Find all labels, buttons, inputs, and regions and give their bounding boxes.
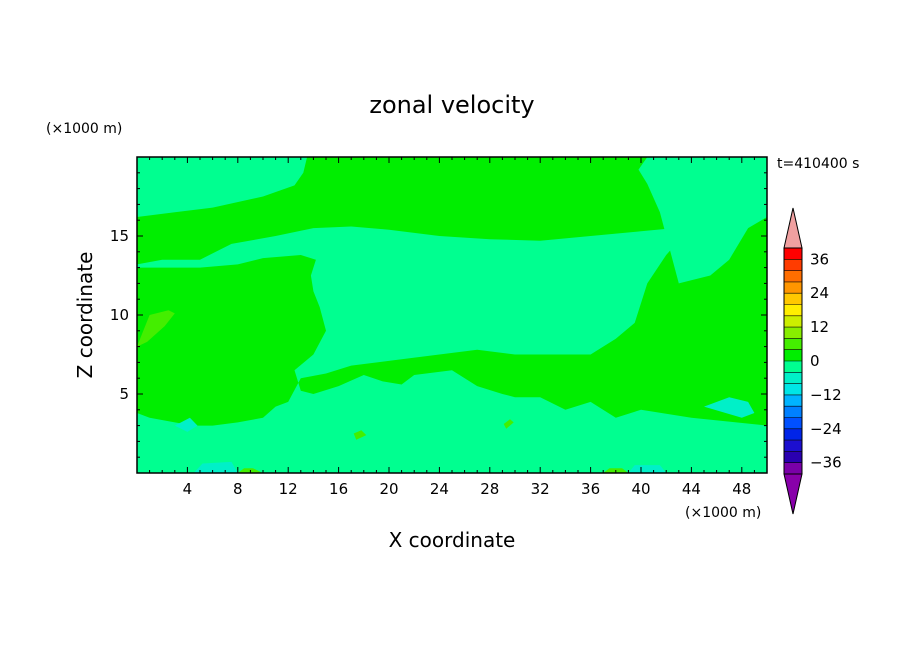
x-tick-label-16: 16 — [329, 480, 348, 498]
colorbar-label--24: −24 — [810, 420, 842, 438]
x-tick-label-40: 40 — [631, 480, 650, 498]
colorbar-band-2 — [784, 440, 802, 452]
x-unit-label: (×1000 m) — [685, 505, 761, 521]
colorbar-band-18 — [784, 259, 802, 271]
contour-region-7 — [628, 465, 667, 473]
colorbar-label-0: 0 — [810, 352, 820, 370]
colorbar-label--12: −12 — [810, 386, 842, 404]
contour-region-6 — [193, 461, 238, 473]
x-tick-label-12: 12 — [279, 480, 298, 498]
colorbar-over-arrow — [783, 207, 803, 249]
colorbar-band-19 — [784, 248, 802, 260]
colorbar-band-0 — [784, 462, 802, 474]
contour-region-4 — [174, 417, 198, 432]
x-tick-label-24: 24 — [430, 480, 449, 498]
contour-region-9 — [353, 430, 367, 440]
colorbar-band-10 — [784, 349, 802, 361]
colorbar-band-6 — [784, 394, 802, 407]
contour-region-1 — [137, 157, 308, 217]
x-tick-label-4: 4 — [183, 480, 193, 498]
colorbar-band-5 — [784, 406, 802, 418]
colorbar-under-arrow — [783, 473, 803, 515]
colorbar-band-8 — [784, 372, 802, 384]
y-unit-label: (×1000 m) — [46, 121, 122, 137]
chart-title: zonal velocity — [369, 91, 534, 119]
colorbar-band-14 — [784, 304, 802, 316]
colorbar-label--36: −36 — [810, 454, 842, 472]
x-tick-label-48: 48 — [732, 480, 751, 498]
x-tick-label-8: 8 — [233, 480, 243, 498]
contour-region-5 — [704, 397, 755, 418]
colorbar-band-13 — [784, 315, 802, 328]
colorbar-band-11 — [784, 338, 802, 350]
x-tick-label-44: 44 — [682, 480, 701, 498]
colorbar-label-36: 36 — [810, 250, 829, 268]
x-axis-title: X coordinate — [389, 528, 516, 552]
colorbar-band-3 — [784, 428, 802, 441]
y-tick-label-5: 5 — [119, 385, 129, 403]
colorbar-band-4 — [784, 417, 802, 429]
colorbar-band-17 — [784, 270, 802, 282]
colorbar-band-1 — [784, 451, 802, 463]
colorbar-band-7 — [784, 383, 802, 395]
contour-region-3 — [137, 226, 767, 473]
colorbar-band-15 — [784, 293, 802, 305]
y-axis-title: Z coordinate — [73, 252, 97, 379]
x-tick-label-32: 32 — [531, 480, 550, 498]
x-tick-label-28: 28 — [480, 480, 499, 498]
time-label: t=410400 s — [777, 156, 859, 172]
y-tick-label-15: 15 — [110, 227, 129, 245]
colorbar-label-12: 12 — [810, 318, 829, 336]
contour-region-10 — [503, 419, 514, 429]
colorbar-band-9 — [784, 361, 802, 373]
contour-region-2 — [638, 157, 767, 284]
colorbar-label-24: 24 — [810, 284, 829, 302]
colorbar-band-12 — [784, 327, 802, 339]
contour-region-8 — [137, 310, 175, 347]
y-tick-label-10: 10 — [110, 306, 129, 324]
colorbar: 36 24 12 0 −12 −24 −36 — [783, 207, 842, 515]
x-tick-label-20: 20 — [379, 480, 398, 498]
x-tick-label-36: 36 — [581, 480, 600, 498]
colorbar-band-16 — [784, 281, 802, 294]
contour-fill-layer — [137, 157, 767, 473]
